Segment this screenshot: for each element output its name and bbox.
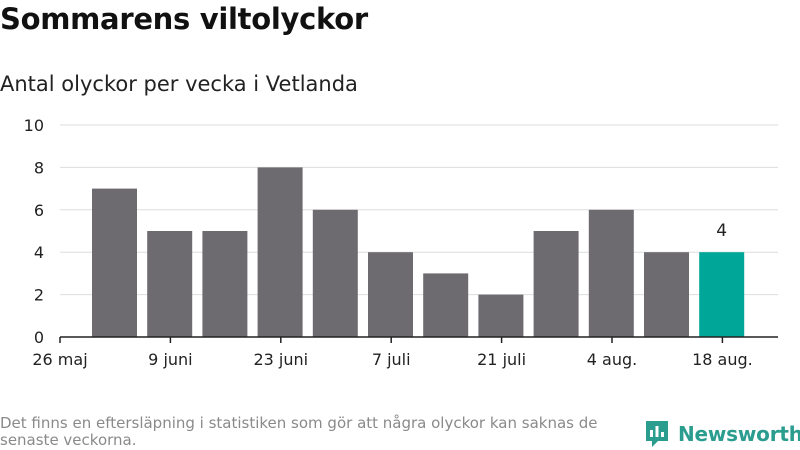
x-tick-label: 9 juni: [148, 350, 192, 369]
y-tick-label: 6: [34, 201, 44, 220]
chart-title: Sommarens viltolyckor: [0, 2, 368, 36]
bar: [588, 209, 634, 337]
x-tick-label: 18 aug.: [692, 350, 753, 369]
x-axis-ticks: 26 maj 9 juni 23 juni 7 juli 21 juli 4 aug. 18…: [32, 337, 753, 369]
bar: [147, 231, 193, 337]
y-axis-ticks: 0 2 4 6 8 10: [24, 116, 44, 347]
data-labels: 4: [716, 221, 727, 241]
bar: [644, 252, 689, 337]
bar: [312, 209, 358, 337]
brand-name: Newsworthy: [678, 422, 800, 446]
y-tick-label: 10: [24, 116, 44, 135]
data-label: 4: [716, 221, 727, 241]
y-tick-label: 0: [34, 328, 44, 347]
chart-subtitle: Antal olyckor per vecka i Vetlanda: [0, 72, 358, 96]
x-tick-label: 26 maj: [32, 350, 87, 369]
bar: [423, 273, 469, 337]
bar: [368, 252, 413, 337]
brand-logo[interactable]: Newsworthy: [644, 419, 800, 449]
y-tick-label: 4: [34, 243, 44, 262]
bar: [478, 294, 524, 337]
x-tick-label: 4 aug.: [587, 350, 637, 369]
x-tick-label: 7 juli: [372, 350, 411, 369]
footnote: Det finns en eftersläpning i statistiken…: [0, 414, 598, 449]
bar: [533, 231, 579, 337]
bar: [202, 231, 248, 337]
bar-highlighted: [699, 252, 745, 337]
bars: [92, 167, 745, 337]
x-tick-label: 21 juli: [477, 350, 526, 369]
bar: [92, 188, 137, 337]
x-tick-label: 23 juni: [253, 350, 308, 369]
newsworthy-logo-icon: [646, 421, 668, 447]
bar: [257, 167, 303, 337]
y-tick-label: 8: [34, 158, 44, 177]
y-tick-label: 2: [34, 286, 44, 305]
